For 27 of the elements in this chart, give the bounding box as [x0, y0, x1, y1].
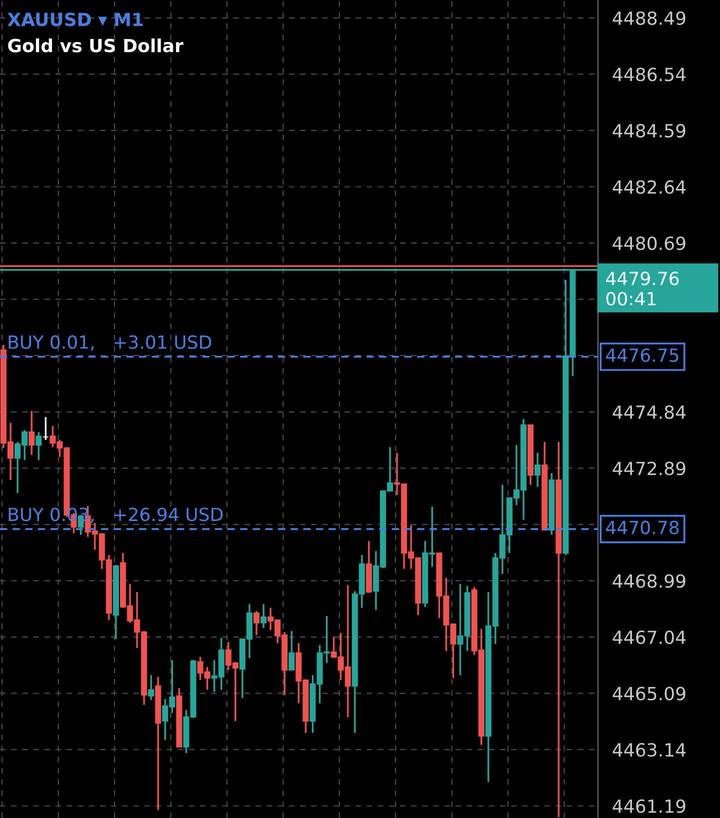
y-tick-label: 4486.54: [612, 68, 686, 82]
ref-line-label: 4470.78: [606, 520, 679, 534]
y-tick-label: 4472.89: [612, 462, 686, 476]
y-tick-label: 4480.69: [612, 236, 686, 250]
y-tick-label: 4468.99: [612, 574, 686, 588]
candlestick: [534, 452, 541, 488]
y-tick-label: 4461.19: [612, 799, 686, 813]
text: Gold vs US Dollar: [8, 38, 184, 52]
text: 00:41: [606, 292, 656, 306]
y-tick-label: 4474.84: [612, 405, 686, 420]
y-tick-label: 4484.59: [612, 124, 686, 138]
candlestick: [42, 416, 49, 441]
y-tick-label: 4467.04: [612, 630, 686, 644]
ref-line-label: 4479.76: [606, 272, 679, 286]
candlestick: [260, 603, 267, 629]
y-tick-label: 4482.64: [612, 180, 686, 194]
candlestick: [253, 610, 260, 636]
ref-line-label: 4476.75: [606, 348, 678, 362]
candlestick: [36, 431, 42, 461]
candlestick: [148, 674, 154, 701]
y-tick-label: 4463.14: [612, 743, 686, 757]
y-tick-label: 4488.49: [612, 11, 686, 26]
y-tick-label: 4465.09: [612, 686, 686, 700]
candlestick: [288, 630, 295, 671]
candlestick: [28, 410, 35, 456]
text: XAUUSD ▾ M1: [8, 12, 143, 26]
annotation: BUY 0.01, +3.01 USD: [8, 335, 212, 351]
